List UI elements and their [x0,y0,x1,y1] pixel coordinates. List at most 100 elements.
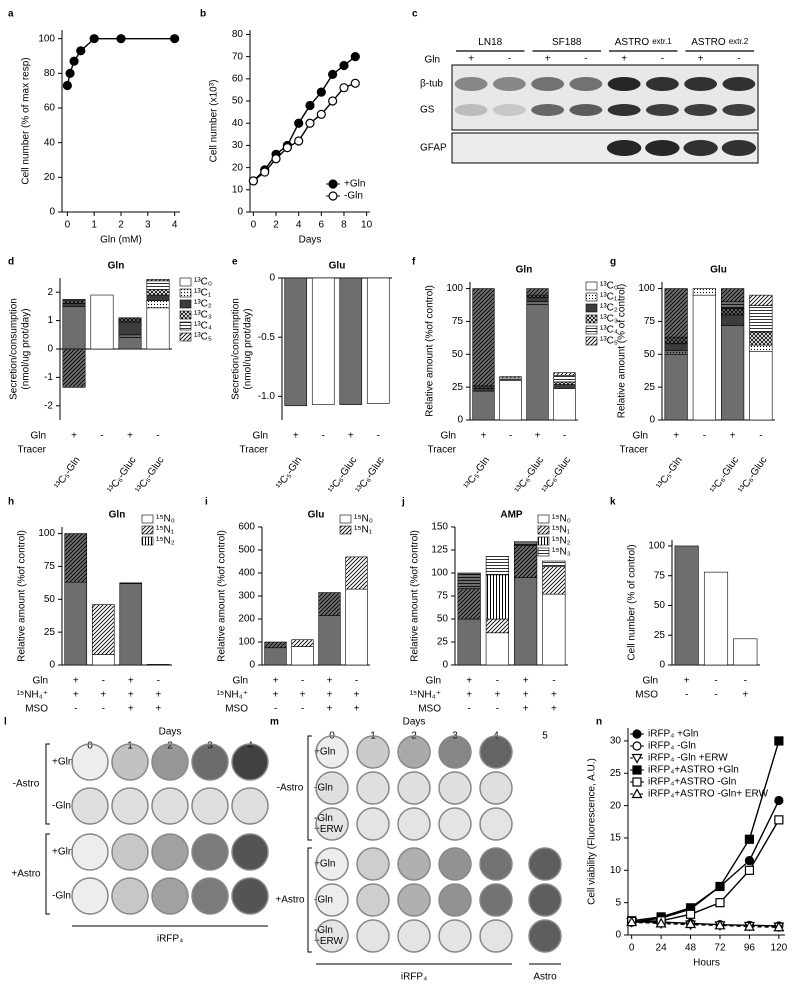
day-label: 0 [87,741,93,752]
y-tick-label: 100 [431,568,448,579]
condition-name: Tracer [239,445,268,456]
legend-label: ¹³C₄ [600,325,618,336]
group-label: SF188 [552,37,582,48]
x-tick-label: 2 [273,220,279,231]
marker [350,78,360,88]
bar-segment [526,304,549,421]
bar-segment-hatch [180,322,191,330]
group-name: ASTRO [615,37,650,48]
bar-segment [366,277,390,404]
bar-segment [118,337,142,350]
bar-segment-hatch [721,288,744,302]
bar-segment-hatch [514,545,537,578]
row-label: -Gln [52,801,71,812]
y-tick-label: 30 [232,140,244,151]
days-title: Days [403,717,426,728]
band [645,77,679,91]
condition-value: - [508,54,511,65]
chart-title: Glu [710,265,727,276]
plate [191,787,229,825]
bar-segment [119,583,143,666]
bar-segment-hatch [345,556,368,590]
y-tick-label: 150 [431,522,448,533]
marker [744,865,755,875]
condition-value: - [737,54,740,65]
group-bracket [307,847,312,953]
plate [315,919,349,953]
condition-value: ¹³C₅-Gln [52,455,82,491]
band [684,104,718,116]
x-tick-label: 0 [629,943,635,954]
marker [305,118,315,128]
bar-segment-hatch [340,526,351,534]
marker [715,881,725,892]
plate [231,743,269,781]
band [569,77,603,91]
condition-value: + [535,431,541,442]
y-tick-label: 40 [232,118,244,129]
condition-value: + [300,690,306,701]
bar-segment-hatch [180,289,191,297]
condition-value: - [759,431,762,442]
bar-segment [542,593,566,666]
bar-segment-hatch [586,293,597,301]
plate [356,771,390,805]
bar-segment [514,577,538,666]
plate [191,743,229,781]
plate [71,743,109,781]
group-sub: extr.1 [652,37,672,46]
bar-segment [664,353,688,421]
series-line [631,819,780,923]
condition-value: + [327,690,333,701]
y-tick-label: 0 [649,415,655,426]
plate [438,847,472,881]
bar-segment-hatch [586,337,597,345]
plate [438,771,472,805]
x-tick-label: 24 [656,943,668,954]
marker [632,777,642,787]
y-tick-label: 25 [437,637,449,648]
group-bracket [45,743,50,825]
bar-segment-hatch [499,376,522,378]
bar-segment [537,514,550,524]
condition-value: + [73,690,79,701]
bar-segment-hatch [721,301,744,309]
y-tick-label: 75 [654,570,666,581]
bar-segment-hatch [553,375,576,382]
bar-segment-hatch [749,345,773,352]
condition-value: - [157,676,160,687]
bar-segment [692,294,716,421]
condition-value: + [730,431,736,442]
plate [315,735,349,769]
bar-segment [146,664,170,666]
bar-segment-hatch [146,279,170,281]
x-tick-label: 4 [172,220,178,231]
legend-label: +Gln [344,179,365,190]
bar-segment [457,618,481,666]
band [722,104,756,116]
plate [191,877,229,915]
bar-segment-hatch [542,566,566,595]
condition-value: + [468,54,474,65]
legend-label: ¹³C₀ [194,277,212,288]
condition-value: - [377,431,380,442]
y-tick-label: 15 [610,833,622,844]
plate [111,833,149,871]
marker [328,69,338,79]
bar-segment [339,514,352,524]
plate [397,919,431,953]
row-label: +Gln [52,757,73,768]
chart-title: Gln [109,510,126,521]
y-tick-label: 100 [638,283,655,294]
legend-label: iRFP₄ +Gln [648,729,698,740]
legend-label: ¹⁵N₂ [156,536,175,547]
band [721,140,757,156]
bar-segment [91,654,115,666]
condition-value: + [466,690,472,701]
y-tick-label: 0 [269,273,275,284]
plate [356,919,390,953]
y-tick-label: 25 [644,382,656,393]
condition-value: + [494,690,500,701]
condition-value: + [155,690,161,701]
condition-value: ¹³C₅-Gln [462,455,492,491]
